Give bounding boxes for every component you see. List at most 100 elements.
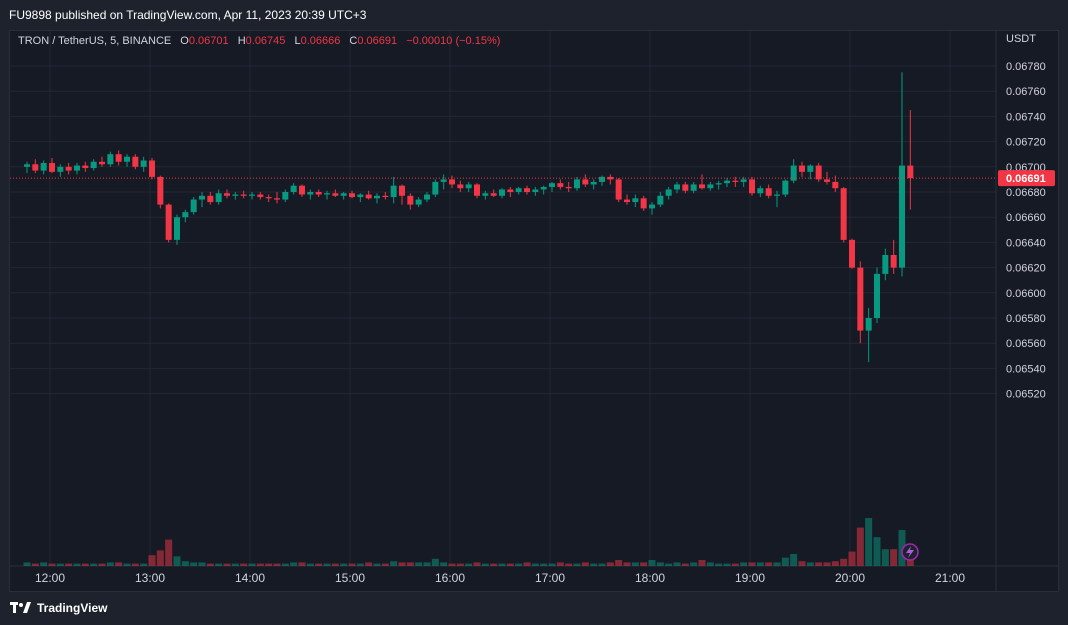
candle-body [599,176,605,182]
candle-body [790,165,797,181]
volume-bar [648,560,656,566]
candle-body [99,161,105,165]
change-value: −0.00010 (−0.15%) [406,35,501,47]
candle-body [224,193,230,196]
volume-bar [598,563,606,566]
candle-body [515,188,522,192]
flash-icon-bolt [906,546,914,558]
chart-panel[interactable] [9,30,1059,592]
volume-bar [306,563,314,566]
candle-body [907,165,914,179]
volume-bar [615,560,623,566]
volume-bar [665,563,673,566]
candle-body [524,188,530,192]
candle-body [590,181,597,185]
candle-body [457,184,464,189]
candle-body [882,255,889,274]
volume-bar [106,562,114,566]
time-tick-label: 21:00 [935,571,965,585]
volume-bar [465,563,473,566]
tradingview-brand[interactable]: TradingView [10,601,107,615]
volume-bar [523,562,531,566]
volume-bar [790,554,798,566]
price-tick-label: 0.06740 [1006,111,1046,123]
candle-body [549,183,555,187]
candle-body [407,195,414,205]
volume-bar [848,551,856,566]
open-value: 0.06701 [188,35,229,47]
candle-body [690,184,697,191]
tradingview-logo-icon [10,602,32,614]
candle-body [757,188,764,194]
volume-bar [81,563,89,566]
candle-body [365,194,372,199]
volume-bar [273,563,281,566]
published-caption: FU9898 published on TradingView.com, Apr… [9,8,367,22]
volume-bar [348,563,356,566]
time-tick-label: 15:00 [335,571,365,585]
candle-body [557,183,564,187]
candle-body [24,164,30,167]
volume-bar [131,563,139,566]
volume-bar [740,562,748,566]
volume-bar [148,555,156,566]
volume-bar [431,558,439,566]
candle-body [107,154,114,165]
time-tick-label: 19:00 [735,571,765,585]
volume-bar [731,563,739,566]
candle-body [815,165,822,180]
volume-bar [123,563,131,566]
time-tick-label: 12:00 [35,571,65,585]
candle-body [899,165,905,268]
volume-bar [215,563,223,566]
volume-bar [748,562,756,566]
volume-bar [223,563,231,566]
candle-body [574,179,580,189]
candle-body [874,273,880,318]
candle-body [865,318,872,331]
time-tick-label: 18:00 [635,571,665,585]
volume-bar [840,558,848,566]
volume-bar [331,563,339,566]
candle-body [182,212,189,218]
high-value: 0.06745 [245,35,286,47]
volume-bar [881,549,889,566]
volume-bar [548,563,556,566]
volume-bar [473,562,481,566]
volume-bar [706,562,714,566]
volume-bar [340,563,348,566]
volume-bar [865,518,873,566]
candle-body [307,192,314,195]
volume-bar [115,562,123,566]
volume-bar [31,563,39,566]
candle-body [415,199,422,205]
low-label: L [294,35,301,47]
candle-body [857,267,864,331]
candle-body [349,193,355,198]
candle-body [707,184,714,189]
volume-bar [781,557,789,566]
candle-body [124,156,130,162]
volume-bar [565,563,573,566]
volume-bar [873,537,881,566]
candle-body [340,193,347,196]
candle-body [432,181,439,195]
candle-body [682,184,689,191]
candle-body [474,184,480,196]
candle-body [740,179,747,182]
candle-body [90,161,97,169]
volume-bar [65,563,73,566]
volume-bar [590,563,598,566]
symbol-label[interactable]: TRON / TetherUS, 5, BINANCE [18,35,172,47]
candle-body [382,195,389,198]
volume-bar [23,562,31,566]
volume-bar [698,560,706,566]
volume-bar [798,561,806,566]
candle-body [582,179,589,185]
candle-body [174,217,180,240]
price-tick-label: 0.06560 [1006,338,1046,350]
volume-bar [256,563,264,566]
volume-bar [573,563,581,566]
volume-bar [581,562,589,566]
